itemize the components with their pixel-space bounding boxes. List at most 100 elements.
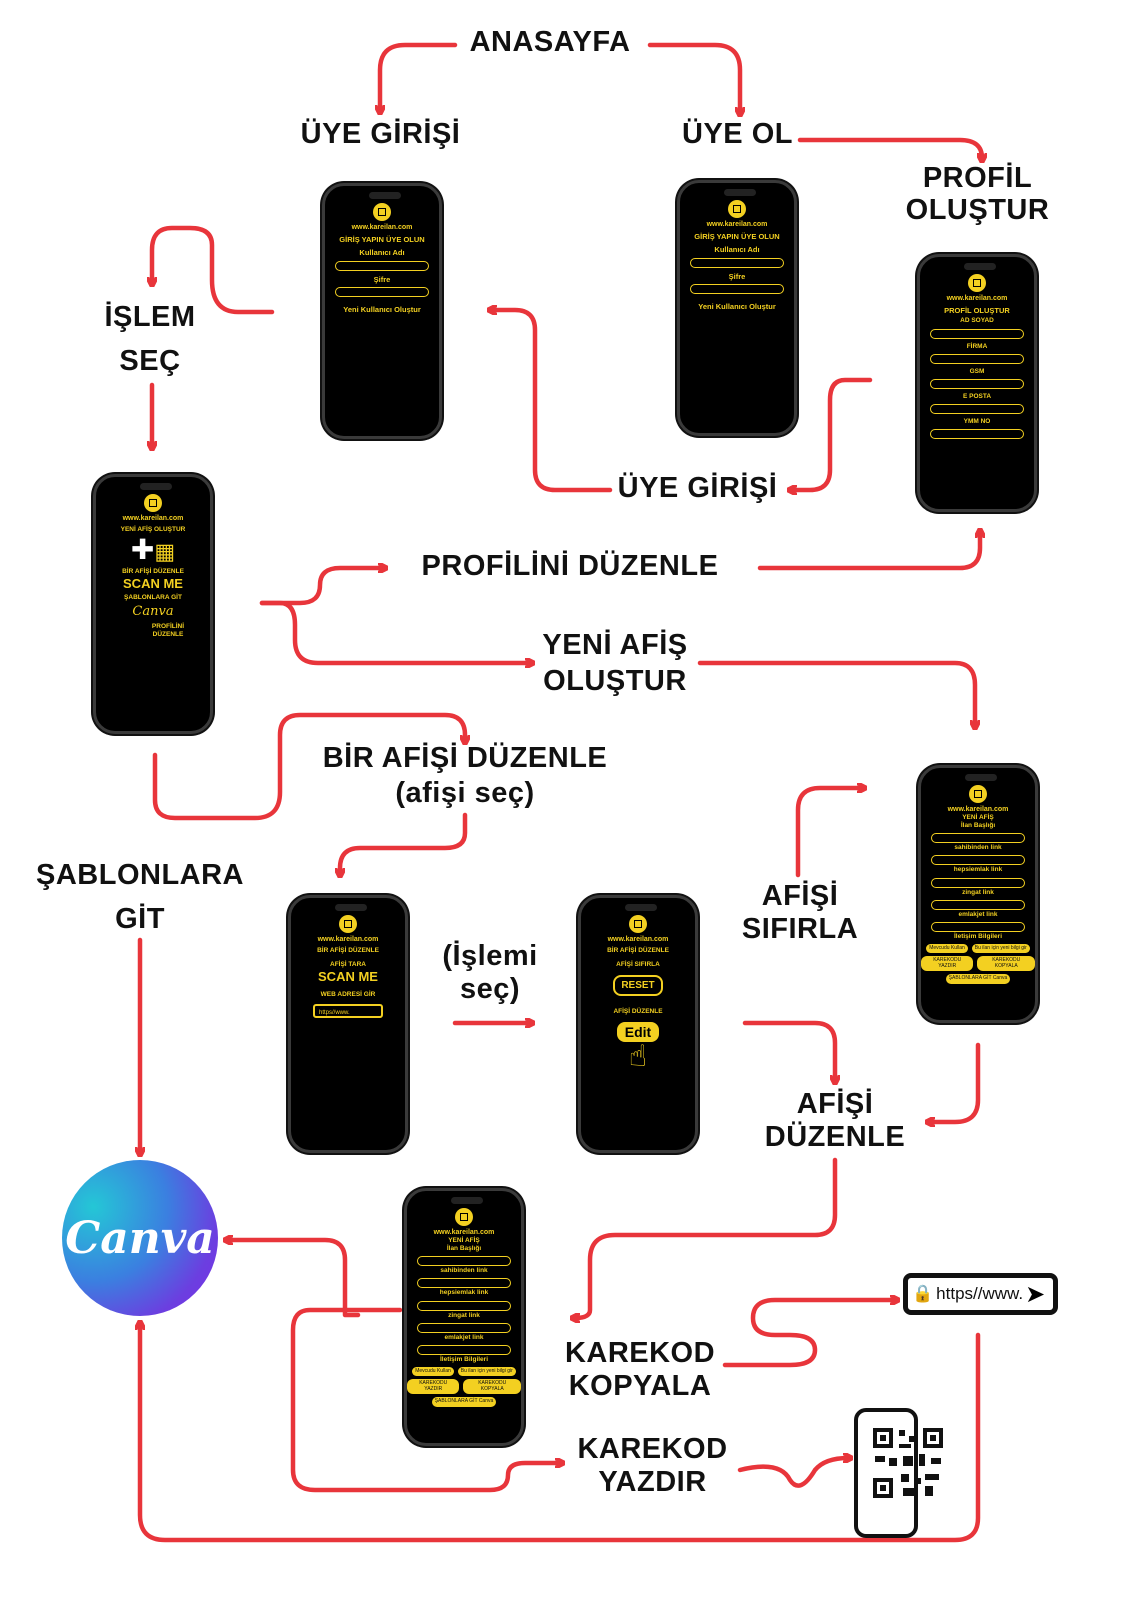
arrow-menu-to-profilini-duzenle <box>259 568 383 606</box>
new-info-button[interactable]: Bu ilan için yeni bilgi gir <box>457 1366 516 1377</box>
phone-notch <box>369 192 401 199</box>
url-bar[interactable]: 🔒 https//www. ➤ <box>903 1273 1058 1315</box>
kareilan-logo-icon <box>144 494 162 512</box>
zingat-field[interactable] <box>931 899 1025 910</box>
kareilan-logo-icon <box>728 200 746 218</box>
new-user-link[interactable]: Yeni Kullanıcı Oluştur <box>698 302 776 312</box>
sahibinden-field[interactable] <box>931 855 1025 866</box>
eposta-label: E POSTA <box>962 392 992 400</box>
eposta-field[interactable] <box>930 403 1024 414</box>
edit-button[interactable]: Edit <box>616 1022 660 1043</box>
arrow-kopyala-to-url <box>722 1300 895 1368</box>
sahibinden-field[interactable] <box>417 1278 511 1289</box>
use-existing-button[interactable]: Mevcudu Kullan <box>926 943 968 954</box>
canva-mini-icon: Canva <box>992 975 1008 982</box>
password-field[interactable] <box>335 287 429 298</box>
use-existing-button[interactable]: Mevcudu Kullan <box>412 1366 454 1377</box>
login-title: GİRİŞ YAPIN ÜYE OLUN <box>694 232 780 241</box>
arrow-profile-to-uye-girisi <box>792 377 873 490</box>
ymm-field[interactable] <box>930 429 1024 439</box>
gsm-field[interactable] <box>930 378 1024 389</box>
hepsiemlak-field[interactable] <box>931 877 1025 888</box>
canva-icon[interactable]: Canva <box>132 604 174 620</box>
arrow-login-to-islem-sec <box>152 225 275 315</box>
kareilan-logo-icon <box>629 915 647 933</box>
profile-title: PROFİL OLUŞTUR <box>944 306 1010 315</box>
label-anasayfa: ANASAYFA <box>469 26 631 58</box>
ad-heading-field[interactable] <box>417 1256 511 1267</box>
emlakjet-label: emlakjet link <box>444 1333 484 1341</box>
cursor-icon: ➤ <box>1025 1280 1046 1308</box>
scan-me-icon[interactable]: SCAN ME <box>318 969 378 985</box>
menu-new-ad[interactable]: YENİ AFİŞ OLUŞTUR <box>120 526 186 533</box>
label-bir-afisi-duzenle: BİR AFİŞİ DÜZENLE <box>322 742 608 774</box>
plus-icon[interactable]: ✚▦ <box>130 534 176 566</box>
phone-notch <box>964 263 996 270</box>
new-user-link[interactable]: Yeni Kullanıcı Oluştur <box>343 305 421 315</box>
phone-edit-scan: www.kareilan.com BİR AFİŞİ DÜZENLE AFİŞİ… <box>288 895 408 1153</box>
templates-button[interactable]: ŞABLONLARA GİT Canva <box>945 974 1011 984</box>
username-field[interactable] <box>690 257 784 268</box>
menu-edit-profile[interactable]: PROFİLİNİ DÜZENLE <box>151 623 185 639</box>
hepsiemlak-label: hepsiemlak link <box>953 866 1003 874</box>
edit-title: BİR AFİŞİ DÜZENLE <box>317 947 379 954</box>
menu-edit-ad[interactable]: BİR AFİŞİ DÜZENLE <box>122 568 184 576</box>
firma-label: FİRMA <box>966 342 988 350</box>
site-url: www.kareilan.com <box>947 806 1009 813</box>
emlakjet-field[interactable] <box>417 1344 511 1355</box>
url-input[interactable]: https//www. <box>313 1004 383 1019</box>
phone-notch <box>724 189 756 196</box>
password-label: Şifre <box>373 274 391 284</box>
ad-soyad-label: AD SOYAD <box>960 317 994 325</box>
hepsiemlak-field[interactable] <box>417 1300 511 1311</box>
label-yeni-afis-olustur: YENİ AFİŞ OLUŞTUR <box>542 629 688 698</box>
scan-me-icon[interactable]: SCAN ME <box>123 576 183 592</box>
phone-register: www.kareilan.com GİRİŞ YAPIN ÜYE OLUN Ku… <box>677 180 797 436</box>
zingat-field[interactable] <box>417 1322 511 1333</box>
arrow-yazdir-to-qr <box>737 1458 848 1488</box>
ad-heading-label: İlan Başlığı <box>960 822 996 830</box>
print-qr-button[interactable]: KAREKODU YAZDIR <box>921 956 974 972</box>
kareilan-logo-icon <box>969 785 987 803</box>
edit-title: BİR AFİŞİ DÜZENLE <box>607 947 669 954</box>
emlakjet-label: emlakjet link <box>958 910 998 918</box>
kareilan-logo-icon <box>968 274 986 292</box>
firma-field[interactable] <box>930 353 1024 364</box>
sahibinden-label: sahibinden link <box>440 1267 488 1275</box>
sahibinden-label: sahibinden link <box>954 844 1002 852</box>
templates-button[interactable]: ŞABLONLARA GİT Canva <box>431 1397 497 1407</box>
emlakjet-field[interactable] <box>931 921 1025 932</box>
arrow-url-to-canva <box>140 1325 981 1543</box>
arrow-edit2-to-afisi-duzenle <box>742 1020 835 1080</box>
kareilan-logo-icon <box>339 915 357 933</box>
menu-templates[interactable]: ŞABLONLARA GİT <box>124 593 182 601</box>
arrow-menu-to-yeni-afis <box>259 600 530 663</box>
password-label: Şifre <box>728 271 746 281</box>
ad-soyad-field[interactable] <box>930 328 1024 339</box>
password-field[interactable] <box>690 284 784 295</box>
canva-mini-icon: Canva <box>478 1398 494 1405</box>
arrow-bir-afisi-to-edit1 <box>340 812 468 873</box>
copy-qr-button[interactable]: KAREKODU KOPYALA <box>463 1379 521 1395</box>
phone-new-ad: www.kareilan.com YENİ AFİŞ İlan Başlığı … <box>918 765 1038 1023</box>
label-islem-sec: İŞLEM SEÇ <box>104 301 196 377</box>
print-qr-button[interactable]: KAREKODU YAZDIR <box>407 1379 460 1395</box>
username-field[interactable] <box>335 260 429 271</box>
reset-button[interactable]: RESET <box>613 975 663 997</box>
login-title: GİRİŞ YAPIN ÜYE OLUN <box>339 235 425 244</box>
web-address-label: WEB ADRESİ GİR <box>320 990 376 998</box>
canva-logo[interactable]: Canva <box>62 1160 218 1316</box>
scan-ad-label: AFİŞİ TARA <box>330 961 366 969</box>
url-text: https//www. <box>936 1284 1024 1303</box>
arrow-newad-to-afisi-duzenle <box>930 1042 981 1122</box>
arrow-yeni-afis-to-newad <box>697 660 975 725</box>
arrow-newad2-to-karekod-yazdir <box>290 1307 560 1493</box>
ad-heading-field[interactable] <box>931 833 1025 844</box>
kareilan-logo-icon <box>455 1208 473 1226</box>
phone-menu: www.kareilan.com YENİ AFİŞ OLUŞTUR ✚▦ Bİ… <box>93 474 213 734</box>
hepsiemlak-label: hepsiemlak link <box>439 1289 489 1297</box>
copy-qr-button[interactable]: KAREKODU KOPYALA <box>977 956 1035 972</box>
label-uye-ol: ÜYE OL <box>682 118 793 150</box>
new-info-button[interactable]: Bu ilan için yeni bilgi gir <box>971 943 1030 954</box>
